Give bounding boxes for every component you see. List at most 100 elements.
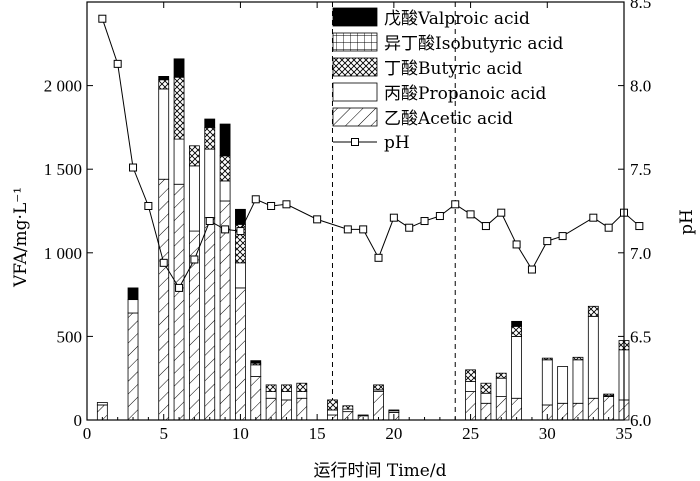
y-tick-label: 500 xyxy=(57,327,83,346)
ph-point-day11 xyxy=(251,195,260,204)
y-tick-label: 2 000 xyxy=(44,77,82,96)
bar-day18-propanoic xyxy=(357,414,369,417)
bar-day11-propanoic xyxy=(250,364,262,377)
bar-day26-butyric xyxy=(480,382,492,394)
bar-day31-propanoic xyxy=(557,366,569,404)
legend-label-valproic: 戊酸Valproic acid xyxy=(384,9,530,29)
bar-day16-propanoic xyxy=(327,409,338,416)
ph-point-day4 xyxy=(144,201,153,210)
bar-day13-butyric xyxy=(281,384,292,392)
bar-day19-butyric xyxy=(373,384,384,391)
bar-day12-acetic xyxy=(265,397,277,421)
y2-tick-label: 7.0 xyxy=(630,244,651,263)
bar-day33-acetic xyxy=(587,397,599,421)
x-tick-label: 10 xyxy=(232,424,249,443)
bar-day32-butyric xyxy=(572,356,584,361)
bar-day6-valproic xyxy=(173,58,185,78)
ph-point-day28 xyxy=(512,240,521,249)
ph-point-day1 xyxy=(98,14,107,23)
ph-point-day9 xyxy=(221,225,230,234)
ph-point-day2 xyxy=(113,59,122,68)
x-tick-label: 5 xyxy=(159,424,168,443)
y-axis-label-right: pH xyxy=(677,209,697,235)
bar-day26-propanoic xyxy=(480,392,492,404)
bar-day33-propanoic xyxy=(587,315,599,399)
bar-day12-butyric xyxy=(265,384,277,392)
phase-lines xyxy=(331,2,456,420)
ph-point-day21 xyxy=(405,223,414,232)
bar-day19-acetic xyxy=(373,391,384,421)
y-axis-label-left: VFA/mg·L⁻¹ xyxy=(11,187,31,288)
y2-tick-label: 6.0 xyxy=(630,411,651,430)
plot-frame xyxy=(86,1,625,421)
legend-swatch-propanoic xyxy=(332,82,378,102)
ph-point-day33 xyxy=(589,213,598,222)
bar-day14-propanoic xyxy=(296,391,308,399)
ph-point-day15 xyxy=(313,215,322,224)
y2-tick-label: 8.0 xyxy=(630,77,651,96)
legend-label-acetic: 乙酸Acetic acid xyxy=(384,109,513,129)
bar-day8-valproic xyxy=(204,118,216,128)
bar-day28-butyric xyxy=(511,325,523,337)
bar-day33-butyric xyxy=(587,305,599,317)
x-tick-label: 25 xyxy=(462,424,479,443)
bar-day10-acetic xyxy=(235,287,246,421)
ph-point-day24 xyxy=(451,200,460,209)
bar-day9-propanoic xyxy=(219,180,231,202)
bar-day17-butyric xyxy=(342,405,354,410)
bar-day27-propanoic xyxy=(495,377,507,397)
bar-day34-butyric xyxy=(603,393,615,397)
bar-day28-valproic xyxy=(511,320,523,327)
bar-day10-valproic xyxy=(235,208,246,225)
bar-day3-propanoic xyxy=(127,299,139,314)
bar-day9-acetic xyxy=(219,200,231,421)
bar-day6-acetic xyxy=(173,183,185,421)
legend-ph-marker xyxy=(351,138,359,146)
ph-point-day31 xyxy=(558,232,567,241)
bar-day8-propanoic xyxy=(204,148,216,219)
legend: 戊酸Valproic acid 异丁酸Isobutyric acid 丁酸Butyr… xyxy=(332,7,564,153)
bar-day14-butyric xyxy=(296,382,308,392)
bar-day9-valproic xyxy=(219,123,231,157)
bar-day3-acetic xyxy=(127,312,139,421)
bar-day34-acetic xyxy=(603,396,615,421)
bar-day6-propanoic xyxy=(173,138,185,185)
legend-swatch-acetic xyxy=(332,107,378,127)
bar-day5-propanoic xyxy=(158,88,170,180)
y-tick-label: 0 xyxy=(74,411,83,430)
x-tick-label: 0 xyxy=(83,424,92,443)
ph-point-day34 xyxy=(604,223,613,232)
bar-day13-propanoic xyxy=(281,391,292,401)
bar-day30-butyric xyxy=(541,357,553,361)
bar-day12-propanoic xyxy=(265,391,277,399)
x-axis-label: 运行时间 Time/d xyxy=(314,461,447,481)
ph-point-day8 xyxy=(205,217,214,226)
legend-swatch-butyric xyxy=(332,57,378,77)
ph-point-day20 xyxy=(389,213,398,222)
bar-day28-propanoic xyxy=(511,335,523,399)
ph-point-day18 xyxy=(359,225,368,234)
bar-day30-propanoic xyxy=(541,359,553,406)
ph-point-day17 xyxy=(343,225,352,234)
bar-day7-propanoic xyxy=(188,165,200,232)
x-tick-label: 20 xyxy=(385,424,402,443)
legend-label-propanoic: 丙酸Propanoic acid xyxy=(384,84,546,104)
ph-point-day26 xyxy=(481,222,490,231)
bar-day25-propanoic xyxy=(465,381,476,392)
ph-point-day6 xyxy=(175,283,184,292)
x-tick-label: 35 xyxy=(616,424,633,443)
bar-day14-acetic xyxy=(296,397,308,421)
ph-point-day29 xyxy=(527,265,536,274)
x-tick-label: 30 xyxy=(539,424,556,443)
ph-point-day36 xyxy=(635,222,644,231)
plot-border xyxy=(86,1,625,421)
bar-day8-butyric xyxy=(204,127,216,150)
bar-day27-acetic xyxy=(495,396,507,421)
y-tick-label: 1 500 xyxy=(44,160,82,179)
y2-tick-label: 7.5 xyxy=(630,160,651,179)
ph-point-day25 xyxy=(466,210,475,219)
ph-point-day13 xyxy=(282,200,291,209)
bar-day8-acetic xyxy=(204,217,216,421)
legend-label-isobutyric: 异丁酸Isobutyric acid xyxy=(384,34,564,54)
